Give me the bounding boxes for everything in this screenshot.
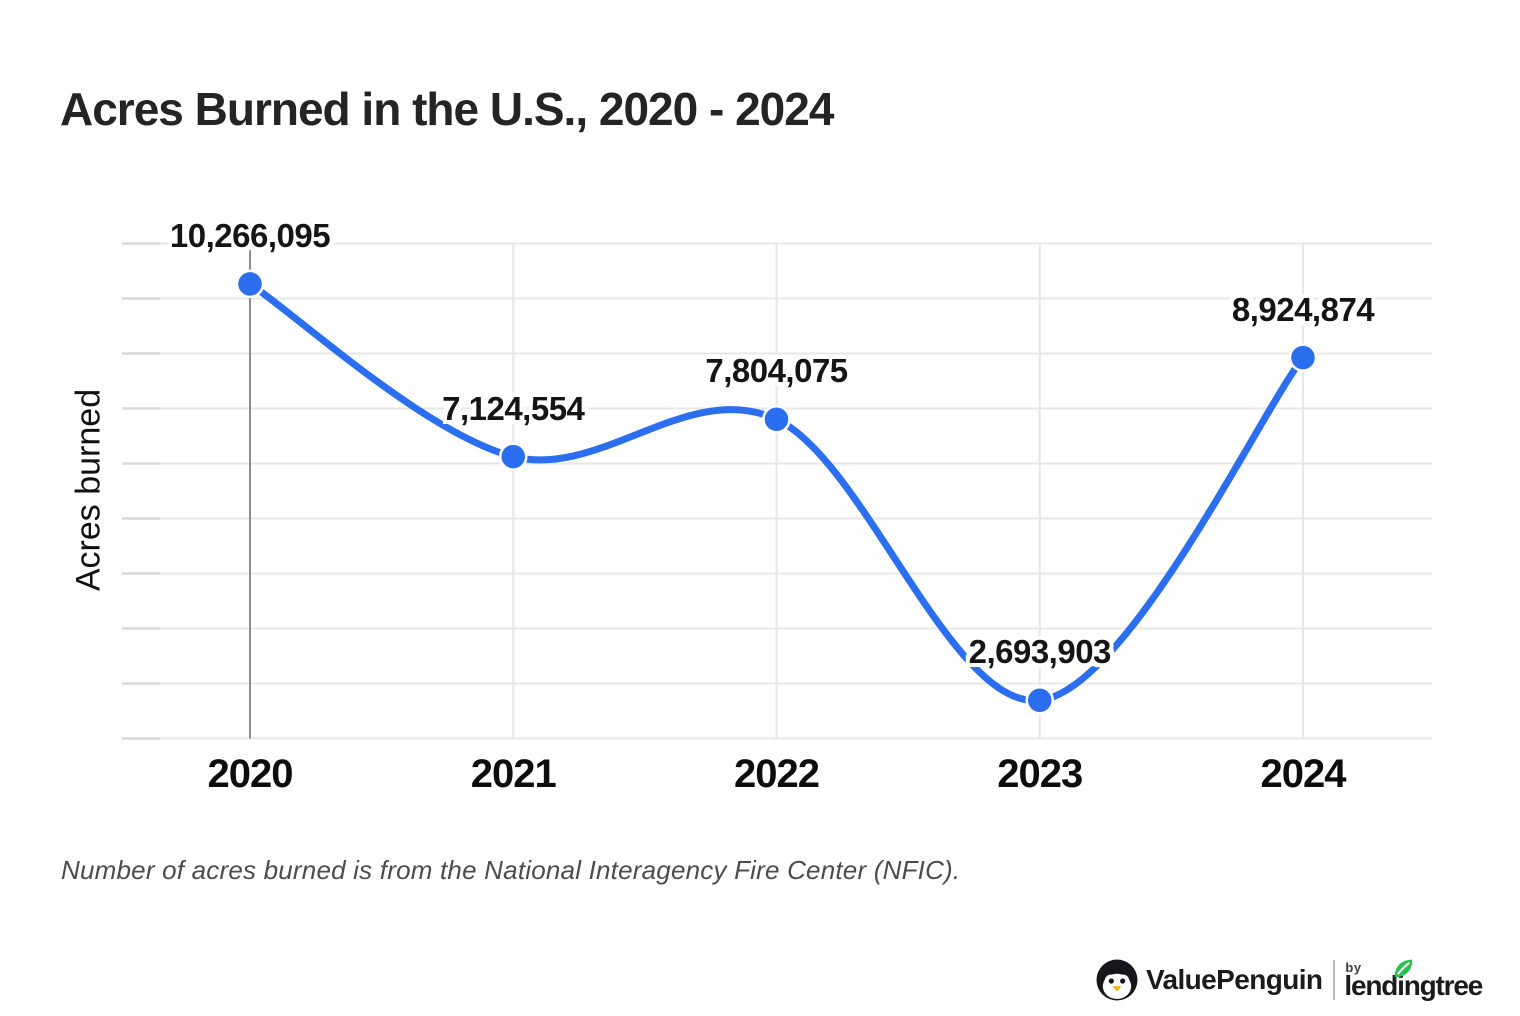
source-note: Number of acres burned is from the Natio… [61, 855, 961, 885]
logo-divider [1333, 960, 1336, 1000]
lendingtree-wordmark: lendingtree [1344, 970, 1483, 1001]
chart-title: Acres Burned in the U.S., 2020 - 2024 [60, 83, 834, 135]
valuepenguin-penguin-icon [1096, 959, 1138, 1001]
valuepenguin-wordmark: ValuePenguin [1146, 964, 1323, 995]
lendingtree-logo-group: by lendingtree [1344, 959, 1483, 1002]
brand-logo: ValuePenguin by lendingtree [1096, 956, 1483, 1004]
by-label: by [1345, 960, 1362, 975]
leaf-icon [1395, 959, 1413, 978]
